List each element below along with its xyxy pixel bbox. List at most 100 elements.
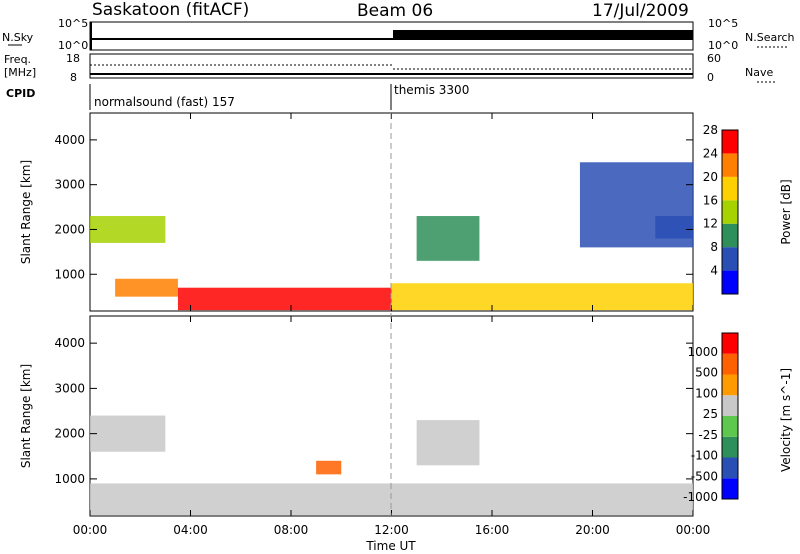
y-tick-label-2: 3000 [54, 178, 85, 192]
freq-tick-bottom: 8 [70, 71, 77, 84]
cpid-mode-0: normalsound (fast) 157 [94, 95, 235, 109]
velocity-colorbar-label: Velocity [m s^-1] [779, 368, 793, 472]
freq-label-2: [MHz] [4, 66, 36, 79]
nsky-start-spike [90, 22, 92, 50]
power-panel: 1000 2000 3000 4000 Slant Range [km] 4 8 12 16… [19, 112, 793, 312]
velocity-echo-regions [90, 415, 693, 516]
x-tick-label-1: 04:00 [173, 523, 208, 537]
x-axis-label: Time UT [365, 539, 416, 553]
velocity-echo-region-3 [416, 420, 480, 466]
y-tick-label-3: 4000 [54, 336, 85, 350]
power-colorbar-label: Power [dB] [779, 179, 793, 244]
velocity-echo-region-0 [90, 483, 392, 516]
y-tick-label-0: 1000 [54, 472, 85, 486]
colorbar-band-2 [722, 223, 738, 248]
power-echo-region-4 [416, 216, 480, 261]
x-tick-label-2: 08:00 [274, 523, 309, 537]
power-y-ticks: 1000 2000 3000 4000 [54, 133, 693, 281]
y-tick-label-2: 3000 [54, 381, 85, 395]
y-tick-label-0: 1000 [54, 267, 85, 281]
colorbar-band-5 [722, 153, 738, 177]
nsearch-trace [393, 30, 693, 40]
nsky-tick-bottom: 10^0 [58, 39, 88, 52]
power-echo-region-0 [90, 216, 166, 243]
colorbar-tick-2: 12 [703, 217, 718, 231]
colorbar-tick-6: 28 [703, 123, 718, 137]
radar-title: Saskatoon (fitACF) [92, 0, 249, 20]
velocity-y-axis-label: Slant Range [km] [19, 364, 33, 468]
colorbar-band-7 [722, 333, 738, 354]
colorbar-band-3 [722, 416, 738, 437]
velocity-echo-region-4 [316, 460, 342, 475]
colorbar-tick-6: -500 [691, 469, 718, 483]
x-tick-label-0: 00:00 [73, 523, 108, 537]
x-tick-label-6: 00:00 [676, 523, 711, 537]
colorbar-band-4 [722, 395, 738, 416]
x-tick-label-3: 12:00 [374, 523, 409, 537]
freq-strip: Freq. [MHz] 18 8 60 0 Nave [4, 52, 777, 84]
power-y-axis-label: Slant Range [km] [19, 160, 33, 264]
velocity-y-ticks: 1000 2000 3000 4000 [54, 336, 693, 486]
colorbar-band-6 [722, 353, 738, 375]
colorbar-band-3 [722, 200, 738, 224]
cpid-mode-1: themis 3300 [394, 83, 469, 97]
colorbar-tick-4: 20 [703, 170, 718, 184]
nsearch-label: N.Search [745, 31, 795, 44]
velocity-x-ticks: 00:00 04:00 08:00 12:00 16:00 20:00 00:00 [73, 316, 711, 537]
freq-frame [89, 53, 694, 79]
nsearch-tick-bottom: 10^0 [708, 39, 738, 52]
velocity-panel: 00:00 04:00 08:00 12:00 16:00 20:00 00:00 1000… [19, 315, 793, 537]
colorbar-band-1 [722, 247, 738, 271]
power-colorbar: 4 8 12 16 20 24 28 [703, 123, 739, 295]
nsky-trace [90, 38, 393, 40]
colorbar-tick-1: 8 [710, 240, 718, 254]
colorbar-tick-7: -1000 [683, 490, 718, 504]
power-echo-region-6 [655, 216, 693, 239]
x-tick-label-5: 20:00 [575, 523, 610, 537]
y-tick-label-3: 4000 [54, 133, 85, 147]
y-tick-label-1: 2000 [54, 427, 85, 441]
power-x-ticks [89, 113, 694, 311]
colorbar-tick-1: 500 [695, 366, 718, 380]
cpid-label: CPID [6, 87, 35, 100]
velocity-echo-region-2 [391, 483, 693, 516]
colorbar-tick-0: 4 [710, 264, 718, 278]
colorbar-band-5 [722, 374, 738, 396]
nave-label: Nave [745, 66, 773, 79]
y-tick-label-1: 2000 [54, 222, 85, 236]
power-echo-region-2 [177, 287, 392, 311]
nsky-tick-top: 10^5 [58, 17, 88, 30]
colorbar-tick-5: 24 [703, 146, 718, 160]
colorbar-band-0 [722, 478, 738, 499]
colorbar-band-1 [722, 457, 738, 479]
nsky-strip: N.Sky 10^5 10^0 10^5 10^0 N.Search [2, 17, 795, 52]
freq-label-1: Freq. [4, 53, 31, 66]
power-echo-regions [90, 162, 693, 311]
colorbar-tick-4: -25 [698, 428, 718, 442]
nsearch-tick-top: 10^5 [708, 17, 738, 30]
date-label: 17/Jul/2009 [592, 1, 689, 21]
colorbar-tick-0: 1000 [687, 345, 718, 359]
power-echo-region-1 [115, 278, 178, 297]
colorbar-frame [721, 129, 739, 295]
colorbar-band-4 [722, 176, 738, 201]
beam-label: Beam 06 [357, 1, 433, 21]
colorbar-band-6 [722, 130, 738, 154]
colorbar-tick-3: 25 [703, 407, 718, 421]
cpid-strip: CPID normalsound (fast) 157 themis 3300 [6, 83, 469, 110]
colorbar-tick-2: 100 [695, 386, 718, 400]
velocity-colorbar: 1000 500 100 25 -25 -100 -500 -1000 [683, 332, 739, 504]
colorbar-band-2 [722, 436, 738, 458]
velocity-echo-region-1 [90, 415, 166, 452]
colorbar-band-0 [722, 270, 738, 294]
x-tick-label-4: 16:00 [475, 523, 510, 537]
power-echo-region-3 [391, 283, 693, 311]
colorbar-frame [721, 332, 739, 500]
freq-tick-top: 18 [66, 52, 80, 65]
colorbar-tick-5: -100 [691, 449, 718, 463]
nave-tick-bottom: 0 [707, 71, 714, 84]
nsky-label: N.Sky [2, 31, 34, 44]
nave-tick-top: 60 [707, 52, 721, 65]
colorbar-tick-3: 16 [703, 193, 718, 207]
